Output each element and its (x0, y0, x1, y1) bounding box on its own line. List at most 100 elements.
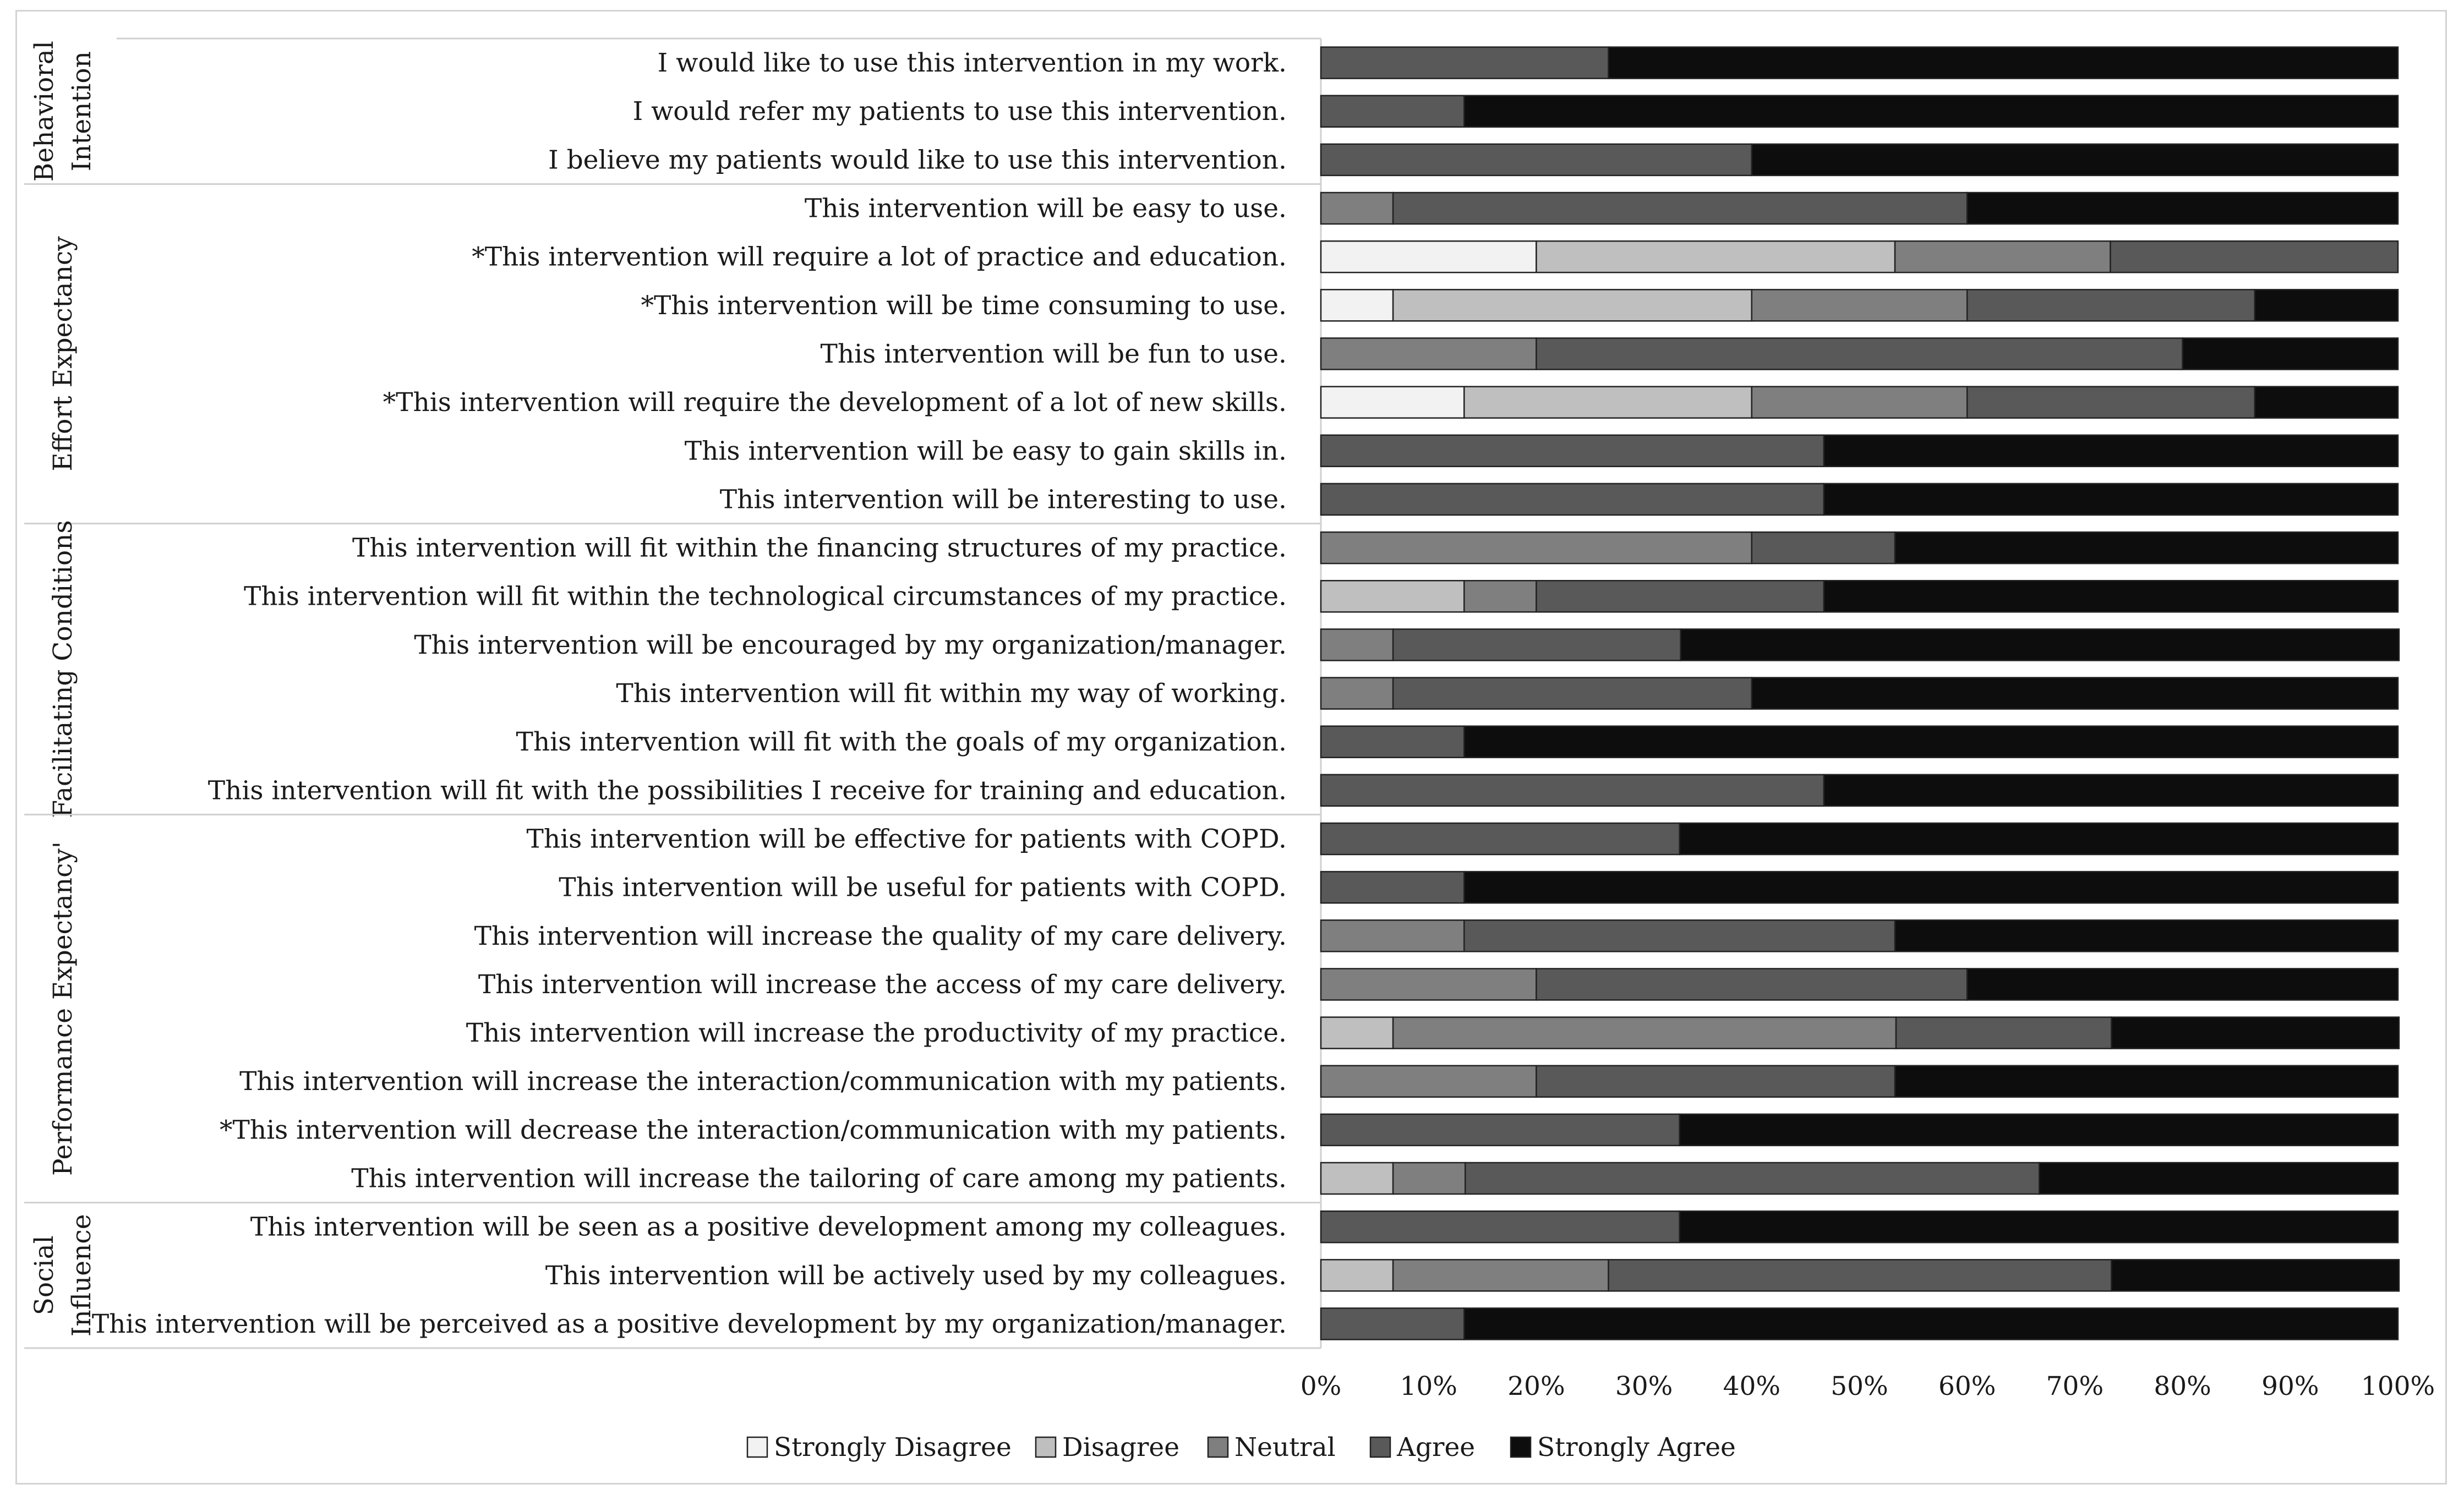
bar-segment-agree (2110, 240, 2399, 273)
bar-segment-neutral (1392, 1259, 1609, 1292)
bar-segment-neutral (1320, 191, 1394, 225)
bar-segment-strongly-agree (1751, 677, 2399, 710)
bar-segment-agree (1464, 1162, 2040, 1195)
bar-segment-agree (1320, 725, 1465, 758)
x-tick-label: 100% (2361, 1371, 2435, 1401)
bar-segment-agree (1320, 1307, 1465, 1340)
legend-swatch-strongly-agree (1510, 1436, 1532, 1458)
bar-segment-strongly-agree (1966, 191, 2399, 225)
bar-segment-strongly-agree (1751, 143, 2399, 177)
bar-segment-strongly-agree (1823, 434, 2399, 468)
bar-segment-strongly-agree (1894, 919, 2399, 952)
group-label: Performance Expectancy' (48, 841, 78, 1176)
category-label: *This intervention will require a lot of… (472, 242, 1287, 272)
category-label: This intervention will increase the prod… (466, 1018, 1287, 1048)
category-label: This intervention will increase the inte… (239, 1066, 1287, 1097)
bar-segment-agree (1536, 337, 2183, 370)
legend-label: Strongly Disagree (774, 1432, 1012, 1463)
bar-segment-neutral (1320, 1065, 1537, 1098)
bar-segment-strongly-agree (1894, 531, 2399, 565)
bar-segment-disagree (1392, 289, 1753, 322)
x-tick-label: 30% (1615, 1371, 1673, 1401)
bar-segment-neutral (1392, 1162, 1466, 1195)
category-label: This intervention will fit within my way… (616, 678, 1287, 709)
category-label: This intervention will be interesting to… (720, 484, 1287, 514)
bar-segment-agree (1320, 1113, 1680, 1147)
bar-segment-agree (1320, 46, 1609, 79)
category-label: This intervention will be seen as a posi… (250, 1212, 1287, 1242)
bar-segment-strongly-disagree (1320, 240, 1537, 273)
bar-segment-agree (1320, 870, 1465, 904)
category-label: I would like to use this intervention in… (658, 48, 1287, 78)
bar-segment-strongly-agree (2254, 386, 2399, 419)
group-label: Influence (67, 1214, 97, 1337)
bar-segment-disagree (1463, 386, 1753, 419)
category-label: This intervention will be actively used … (545, 1261, 1287, 1291)
bar-segment-strongly-agree (2182, 337, 2399, 370)
category-label: I would refer my patients to use this in… (633, 96, 1287, 127)
bar-segment-agree (1463, 919, 1896, 952)
x-tick-label: 80% (2154, 1371, 2211, 1401)
bar-segment-agree (1392, 677, 1753, 710)
bar-segment-strongly-agree (2039, 1162, 2399, 1195)
bar-segment-agree (1320, 774, 1825, 807)
bar-segment-strongly-agree (2111, 1016, 2400, 1049)
bar-segment-strongly-disagree (1320, 289, 1394, 322)
category-label: *This intervention will decrease the int… (220, 1115, 1287, 1145)
bar-segment-strongly-agree (1680, 628, 2400, 661)
bar-segment-agree (1895, 1016, 2112, 1049)
category-label: This intervention will be perceived as a… (92, 1309, 1287, 1339)
group-label: Effort Expectancy (48, 236, 78, 472)
bar-segment-strongly-agree (2254, 289, 2399, 322)
category-label: This intervention will be useful for pat… (559, 873, 1287, 903)
bar-segment-neutral (1320, 968, 1537, 1001)
x-tick-label: 70% (2046, 1371, 2104, 1401)
bar-segment-neutral (1320, 531, 1753, 565)
category-label: This intervention will increase the qual… (474, 921, 1287, 951)
figure-frame (15, 10, 2447, 1485)
x-tick-label: 50% (1831, 1371, 1888, 1401)
bar-segment-strongly-disagree (1320, 386, 1465, 419)
bar-segment-strongly-agree (1679, 1210, 2399, 1244)
bar-segment-disagree (1320, 1016, 1394, 1049)
group-label: Intention (67, 51, 97, 171)
bar-segment-neutral (1320, 677, 1394, 710)
x-tick-label: 90% (2261, 1371, 2319, 1401)
category-label: This intervention will be easy to use. (805, 194, 1287, 224)
bar-segment-neutral (1751, 289, 1968, 322)
bar-segment-neutral (1751, 386, 1968, 419)
category-label: This intervention will be fun to use. (821, 339, 1287, 369)
bar-segment-neutral (1320, 337, 1537, 370)
bar-segment-disagree (1320, 579, 1465, 613)
bar-segment-strongly-agree (1823, 483, 2399, 516)
x-tick-label: 10% (1400, 1371, 1457, 1401)
category-label: I believe my patients would like to use … (548, 145, 1287, 175)
bar-segment-disagree (1320, 1162, 1394, 1195)
x-tick-label: 60% (1938, 1371, 1996, 1401)
bar-segment-agree (1536, 968, 1968, 1001)
group-label: Social (29, 1235, 59, 1315)
bar-segment-disagree (1536, 240, 1896, 273)
group-label: Facilitating Conditions (48, 520, 78, 818)
category-label: *This intervention will be time consumin… (641, 291, 1287, 321)
bar-segment-strongly-agree (2111, 1259, 2400, 1292)
category-label: This intervention will increase the tail… (351, 1164, 1287, 1194)
bar-segment-neutral (1320, 628, 1394, 661)
bar-segment-strongly-agree (1679, 1113, 2399, 1147)
category-label: This intervention will fit within the te… (244, 582, 1287, 612)
bar-segment-strongly-agree (1463, 870, 2399, 904)
bar-segment-agree (1966, 386, 2255, 419)
bar-segment-agree (1320, 1210, 1680, 1244)
bar-segment-agree (1751, 531, 1896, 565)
category-label: This intervention will be effective for … (527, 824, 1287, 854)
category-label: This intervention will increase the acce… (478, 970, 1287, 1000)
bar-segment-agree (1320, 95, 1465, 128)
bar-segment-agree (1320, 143, 1753, 177)
legend-label: Disagree (1062, 1432, 1179, 1463)
bar-segment-agree (1392, 628, 1681, 661)
bar-segment-neutral (1392, 1016, 1897, 1049)
bar-segment-agree (1320, 434, 1825, 468)
bar-segment-agree (1536, 1065, 1896, 1098)
legend-swatch-strongly-disagree (746, 1436, 768, 1458)
